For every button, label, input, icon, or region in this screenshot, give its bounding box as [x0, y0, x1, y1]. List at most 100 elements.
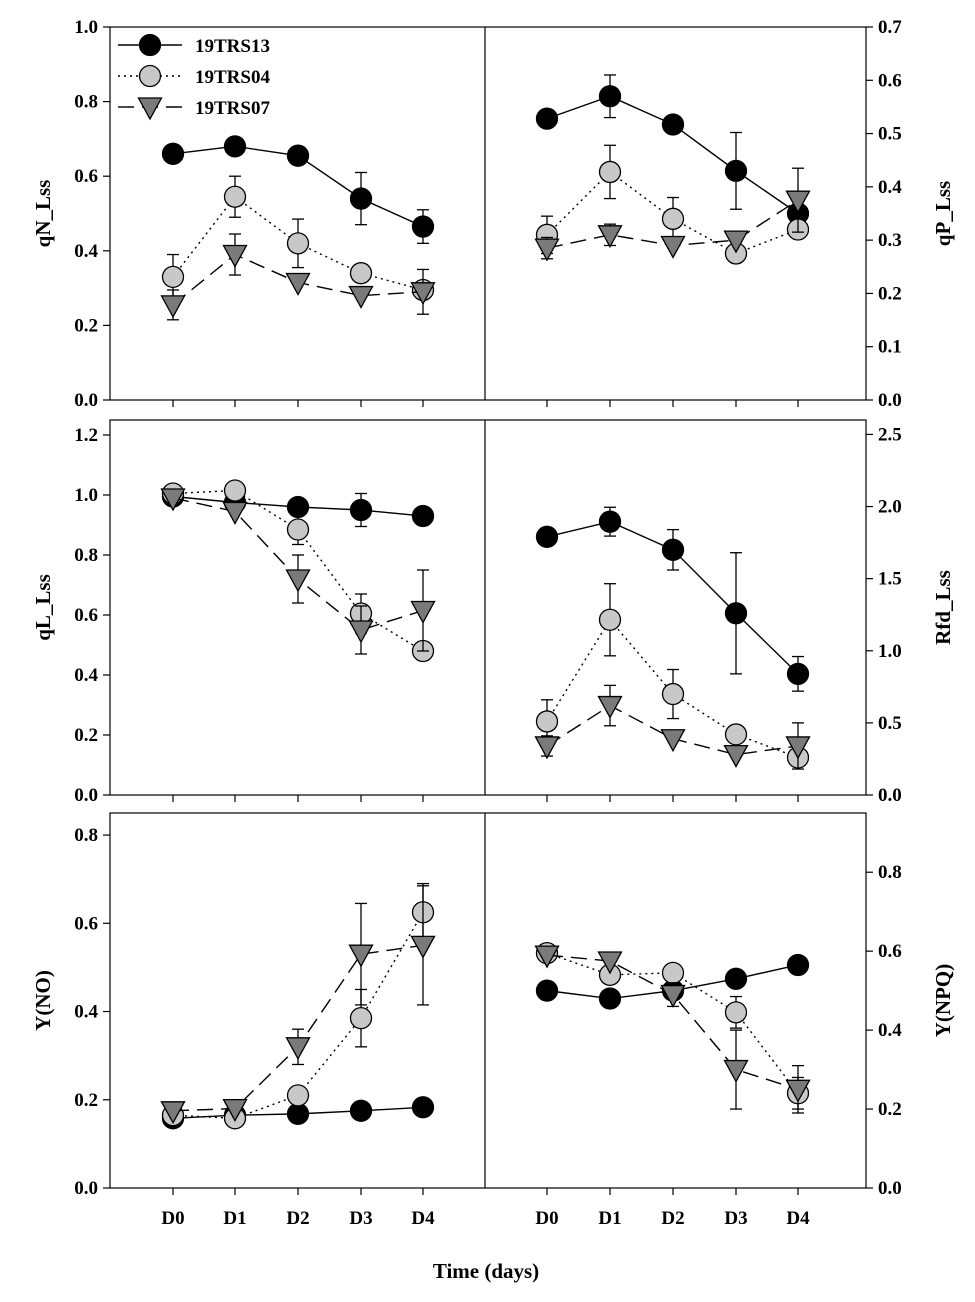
- series-19TRS04: [535, 941, 810, 1110]
- data-point: [222, 1098, 248, 1122]
- data-point: [285, 1037, 311, 1061]
- x-tick-label: D3: [349, 1208, 372, 1229]
- y-axis-label: qP_Lss: [931, 181, 955, 246]
- row-frame-2: [109, 419, 867, 796]
- y-tick-label: 0.8: [74, 825, 98, 846]
- legend-entry-19TRS13: 19TRS13: [118, 33, 270, 57]
- x-tick-label: D4: [411, 1208, 435, 1229]
- data-point: [161, 142, 185, 165]
- y-tick-label: 1.2: [74, 425, 98, 446]
- series-line: [172, 195, 424, 291]
- data-point: [349, 498, 373, 522]
- data-point: [160, 488, 186, 512]
- data-point: [598, 608, 622, 631]
- legend-marker: [138, 33, 162, 57]
- y-tick-label: 1.0: [74, 485, 98, 506]
- y-tick-label: 0.0: [74, 390, 98, 411]
- data-point: [786, 662, 810, 685]
- y-tick-label: 0.0: [878, 785, 902, 806]
- legend-entry-19TRS07: 19TRS07: [118, 97, 270, 121]
- y-tick-label: 0.8: [74, 92, 98, 113]
- data-point: [285, 272, 311, 296]
- x-tick-label: D4: [786, 1208, 810, 1229]
- y-tick-label: 0.4: [74, 665, 98, 686]
- data-point: [348, 944, 374, 968]
- data-point: [411, 504, 435, 528]
- y-tick-label: 0.6: [878, 70, 902, 91]
- legend: 19TRS13 19TRS04 19TRS07: [118, 33, 270, 121]
- y-tick-label: 0.4: [74, 241, 98, 262]
- data-point: [598, 160, 622, 184]
- x-tick-label: D2: [286, 1208, 309, 1229]
- data-point: [410, 935, 436, 959]
- x-tick-label: D0: [161, 1208, 184, 1229]
- x-axis-label: Time (days): [433, 1259, 539, 1283]
- data-point: [723, 230, 749, 254]
- data-point: [534, 945, 560, 969]
- legend-marker: [138, 64, 162, 88]
- series-line: [172, 489, 424, 652]
- y-tick-label: 1.0: [878, 641, 902, 662]
- series-19TRS07: [534, 945, 811, 1114]
- data-point: [661, 207, 685, 230]
- y-tick-label: 1.5: [878, 569, 902, 590]
- panel-YNPQ: 0.0 0.2 0.4 0.6 0.8 Y(NPQ) D0 D1 D2 D3 D4: [534, 862, 955, 1229]
- legend-label: 19TRS04: [195, 67, 270, 88]
- data-point: [222, 244, 248, 268]
- y-tick-label: 0.5: [878, 713, 902, 734]
- y-axis-label: Y(NO): [31, 970, 55, 1031]
- panel-Rfd: 0.0 0.5 1.0 1.5 2.0 2.5 Rfd_Lss: [534, 424, 955, 806]
- data-point: [723, 744, 749, 768]
- y-axis-label: qN_Lss: [31, 180, 55, 248]
- data-point: [410, 282, 436, 306]
- row-frame-1: [109, 26, 867, 401]
- y-tick-label: 0.6: [74, 913, 98, 934]
- x-tick-label: D3: [724, 1208, 747, 1229]
- y-tick-label: 0.3: [878, 230, 902, 251]
- data-point: [411, 1096, 435, 1119]
- data-point: [349, 1099, 373, 1122]
- data-point: [286, 1084, 310, 1107]
- data-point: [286, 518, 310, 541]
- data-point: [660, 984, 686, 1008]
- y-tick-label: 0.5: [878, 124, 902, 145]
- data-point: [349, 187, 373, 210]
- x-tick-label: D1: [598, 1208, 621, 1229]
- series-19TRS07: [160, 885, 436, 1125]
- y-tick-label: 0.2: [74, 315, 98, 336]
- data-point: [534, 736, 560, 760]
- panel-qL: 0.0 0.2 0.4 0.6 0.8 1.0 1.2 qL_Lss: [31, 425, 436, 806]
- data-point: [660, 729, 686, 753]
- series-19TRS07: [160, 488, 436, 655]
- x-tick-label: D0: [535, 1208, 558, 1229]
- y-axis-label: Rfd_Lss: [931, 570, 955, 645]
- data-point: [286, 1102, 310, 1126]
- data-point: [348, 285, 374, 309]
- data-point: [223, 135, 247, 158]
- series-19TRS07: [160, 233, 436, 321]
- data-point: [410, 600, 436, 624]
- data-point: [534, 238, 560, 262]
- data-point: [348, 620, 374, 644]
- data-point: [597, 225, 623, 249]
- y-tick-label: 0.2: [74, 725, 98, 746]
- data-point: [597, 951, 623, 975]
- data-point: [160, 295, 186, 319]
- y-tick-label: 0.4: [74, 1002, 98, 1023]
- data-point: [598, 987, 622, 1010]
- data-point: [661, 961, 685, 985]
- data-point: [660, 235, 686, 259]
- y-tick-label: 0.2: [878, 1099, 902, 1120]
- data-point: [724, 967, 748, 990]
- y-tick-label: 1.0: [74, 17, 98, 38]
- panel-YNO: 0.0 0.2 0.4 0.6 0.8 Y(NO) D0 D1 D2 D3 D4: [31, 825, 436, 1229]
- x-tick-label: D2: [661, 1208, 684, 1229]
- series-19TRS04: [161, 882, 435, 1130]
- data-point: [160, 1101, 186, 1125]
- y-tick-label: 2.0: [878, 497, 902, 518]
- data-point: [723, 1059, 749, 1083]
- legend-marker: [137, 97, 163, 121]
- y-axis-label: qL_Lss: [31, 574, 55, 641]
- series-19TRS07: [534, 167, 811, 262]
